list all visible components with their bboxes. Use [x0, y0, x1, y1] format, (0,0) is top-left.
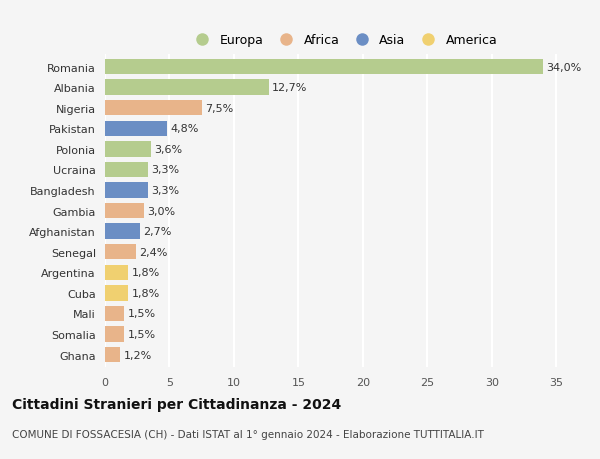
- Text: Cittadini Stranieri per Cittadinanza - 2024: Cittadini Stranieri per Cittadinanza - 2…: [12, 397, 341, 411]
- Text: 2,4%: 2,4%: [139, 247, 167, 257]
- Bar: [105, 101, 202, 116]
- Text: 34,0%: 34,0%: [547, 62, 582, 73]
- Bar: [105, 183, 148, 198]
- Bar: [105, 347, 121, 363]
- Legend: Europa, Africa, Asia, America: Europa, Africa, Asia, America: [186, 30, 501, 50]
- Text: COMUNE DI FOSSACESIA (CH) - Dati ISTAT al 1° gennaio 2024 - Elaborazione TUTTITA: COMUNE DI FOSSACESIA (CH) - Dati ISTAT a…: [12, 429, 484, 439]
- Text: 3,3%: 3,3%: [151, 185, 179, 196]
- Text: 3,3%: 3,3%: [151, 165, 179, 175]
- Text: 3,6%: 3,6%: [155, 145, 183, 155]
- Bar: [105, 224, 140, 240]
- Bar: [105, 306, 124, 321]
- Text: 1,5%: 1,5%: [128, 309, 155, 319]
- Bar: [105, 265, 128, 280]
- Bar: [105, 80, 269, 95]
- Text: 1,2%: 1,2%: [124, 350, 152, 360]
- Bar: [105, 245, 136, 260]
- Text: 4,8%: 4,8%: [170, 124, 199, 134]
- Text: 7,5%: 7,5%: [205, 103, 233, 113]
- Text: 3,0%: 3,0%: [147, 206, 175, 216]
- Bar: [105, 285, 128, 301]
- Bar: [105, 142, 151, 157]
- Text: 1,8%: 1,8%: [131, 268, 160, 278]
- Text: 2,7%: 2,7%: [143, 227, 172, 237]
- Text: 12,7%: 12,7%: [272, 83, 307, 93]
- Text: 1,8%: 1,8%: [131, 288, 160, 298]
- Text: 1,5%: 1,5%: [128, 330, 155, 339]
- Bar: [105, 162, 148, 178]
- Bar: [105, 203, 143, 219]
- Bar: [105, 121, 167, 137]
- Bar: [105, 327, 124, 342]
- Bar: [105, 60, 544, 75]
